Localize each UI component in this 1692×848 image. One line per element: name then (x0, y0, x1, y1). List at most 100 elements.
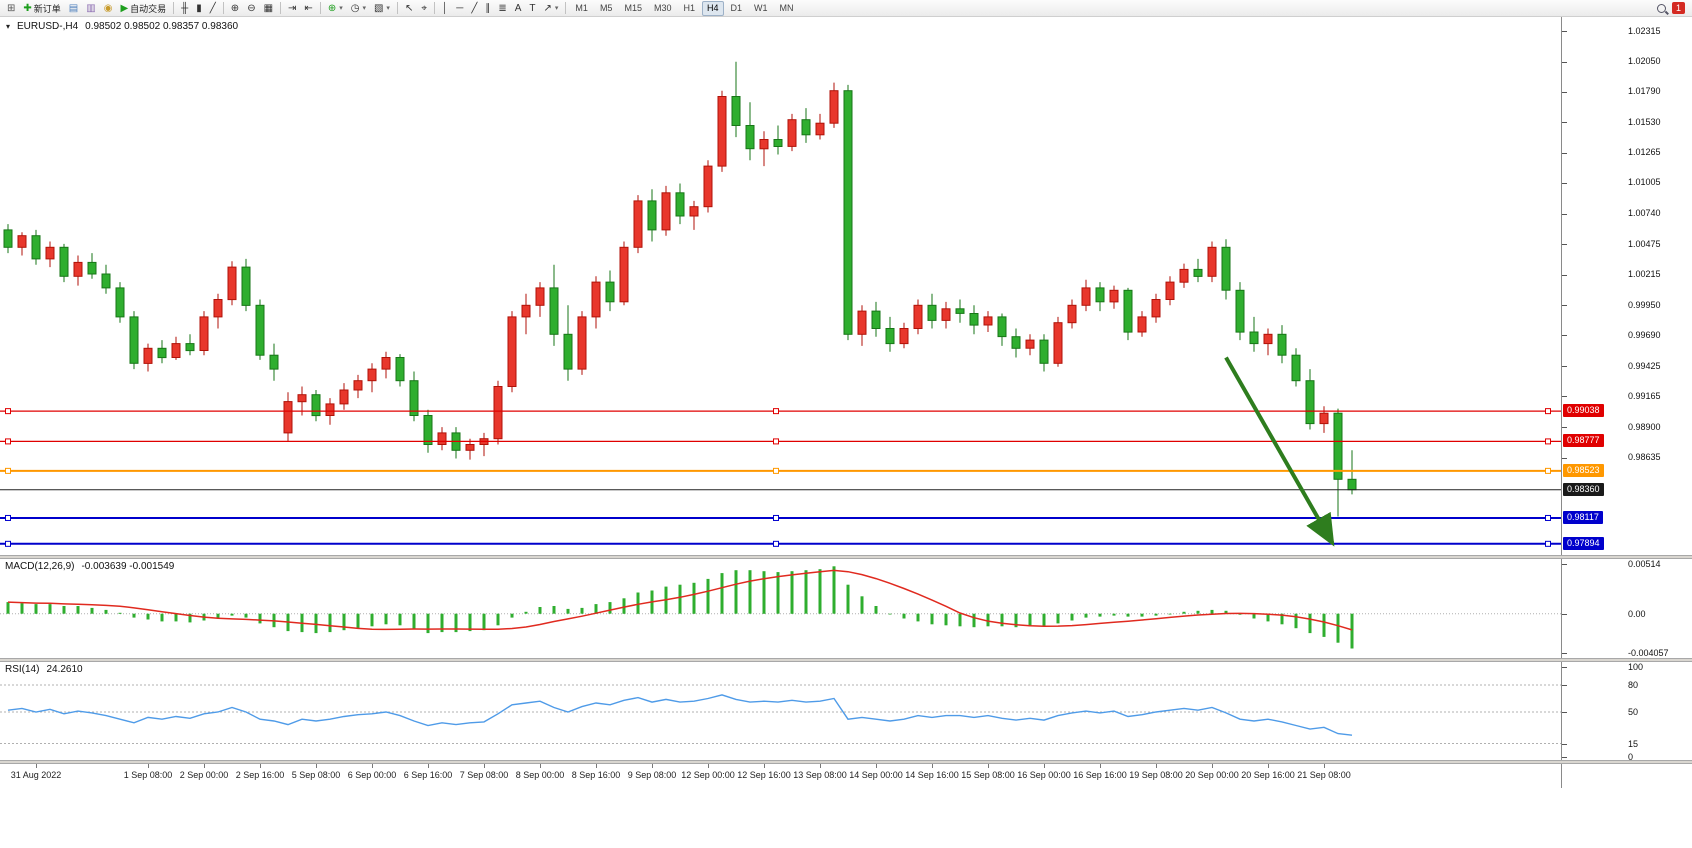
line-price-badge: 0.99038 (1563, 404, 1604, 417)
line-handle[interactable] (5, 408, 11, 415)
charts-icon: ▤ (68, 2, 79, 14)
macd-axis-label: 0.00 (1628, 609, 1646, 619)
bar-chart-button[interactable]: ╫ (178, 1, 191, 15)
label-button[interactable]: T (526, 1, 538, 15)
time-axis-tick (708, 764, 709, 768)
line-chart-button[interactable]: ╱ (207, 1, 219, 15)
vertical-line-button[interactable]: │ (439, 1, 451, 15)
auto-scroll-button[interactable]: ⇥ (285, 1, 299, 15)
price-axis-label: 1.00215 (1628, 269, 1661, 279)
price-axis-tick (1562, 153, 1567, 154)
timeframe-button-M15[interactable]: M15 (624, 3, 642, 13)
line-handle[interactable] (773, 540, 779, 547)
text-button[interactable]: A (512, 1, 525, 15)
horizontal-line-0.98117[interactable] (0, 514, 1561, 521)
line-handle[interactable] (5, 514, 11, 521)
horizontal-line-button[interactable]: ─ (453, 1, 466, 15)
toolbar: ⊞ ✚ 新订单 ▤ ▥ ◉ ▶ 自动交易 ╫ ▮ ╱ ⊕ ⊖ ▦ ⇥ ⇤ ⊕ ▾ ◷ ▾ ▧ ▾ ↖ ⌖ │ ─ ╱ ∥ ≣ A T ↗ ▾ M1… (0, 0, 1692, 17)
price-axis[interactable]: 1.02315 1.02050 1.01790 1.01530 1.01265 1.010… (1561, 17, 1692, 788)
trend-arrow[interactable] (1224, 356, 1335, 547)
tile-windows-button[interactable]: ▦ (261, 1, 276, 15)
charts-button[interactable]: ▤ (66, 1, 81, 15)
time-axis-label: 21 Sep 08:00 (1297, 770, 1351, 780)
notification-badge[interactable]: 1 (1671, 2, 1685, 14)
line-handle[interactable] (1545, 408, 1551, 415)
indicators-button[interactable]: ⊕ ▾ (325, 1, 346, 15)
chevron-down-icon: ▾ (386, 5, 390, 12)
line-handle[interactable] (5, 540, 11, 547)
candlestick-chart-button[interactable]: ▮ (193, 1, 205, 15)
one-click-trading-toggle[interactable]: ▾ (6, 22, 11, 31)
line-handle[interactable] (5, 438, 11, 445)
time-axis-tick (820, 764, 821, 768)
timeframe-button-H4[interactable]: H4 (702, 0, 724, 16)
timeframe-button-M1[interactable]: M1 (575, 3, 588, 13)
channel-button[interactable]: ∥ (482, 1, 493, 15)
macd-name: MACD(12,26,9) (5, 561, 75, 572)
line-handle[interactable] (773, 514, 779, 521)
timeframe-button-M5[interactable]: M5 (599, 3, 613, 13)
panel-splitter[interactable] (0, 760, 1692, 764)
zoom-in-button[interactable]: ⊕ (228, 1, 242, 15)
rsi-panel-canvas[interactable] (0, 662, 1561, 760)
timeframe-button-H1[interactable]: H1 (683, 3, 695, 13)
line-handle[interactable] (773, 438, 779, 445)
panel-splitter[interactable] (0, 555, 1692, 559)
macd-panel-canvas[interactable] (0, 559, 1561, 658)
toolbar-separator (222, 2, 224, 14)
timeframe-button-W1[interactable]: W1 (754, 3, 768, 13)
macd-signal-line (7, 569, 1353, 631)
chart-shift-icon: ⇤ (304, 2, 313, 14)
line-handle[interactable] (1545, 438, 1551, 445)
line-handle[interactable] (773, 467, 779, 474)
time-axis-tick (148, 764, 149, 768)
cursor-button[interactable]: ↖ (402, 1, 416, 15)
price-axis-label: 0.99425 (1628, 361, 1661, 371)
autotrading-icon: ▶ (120, 2, 129, 14)
timeframe-button-D1[interactable]: D1 (730, 3, 743, 13)
auto-scroll-icon: ⇥ (288, 2, 297, 14)
horizontal-line-0.99038[interactable] (0, 408, 1561, 415)
time-axis[interactable]: 31 Aug 2022 1 Sep 08:00 2 Sep 00:00 2 Sep 1… (0, 764, 1561, 790)
line-handle[interactable] (1545, 467, 1551, 474)
trendline-button[interactable]: ╱ (468, 1, 480, 15)
rsi-name: RSI(14) (5, 664, 40, 675)
profiles-button[interactable]: ▥ (83, 1, 98, 15)
price-axis-label: 1.02050 (1628, 56, 1661, 66)
chart-shift-button[interactable]: ⇤ (301, 1, 315, 15)
price-chart-canvas[interactable] (0, 17, 1561, 555)
price-axis-tick (1562, 275, 1567, 276)
templates-button[interactable]: ▧ ▾ (371, 1, 393, 15)
arrows-button[interactable]: ↗ ▾ (541, 1, 562, 15)
time-axis-tick (876, 764, 877, 768)
time-axis-label: 16 Sep 00:00 (1017, 770, 1071, 780)
crosshair-button[interactable]: ⌖ (418, 1, 430, 15)
rsi-axis-label: 15 (1628, 739, 1639, 749)
horizontal-line-0.98777[interactable] (0, 438, 1561, 445)
new-chart-icon: ⊞ (7, 2, 16, 14)
line-handle[interactable] (1545, 540, 1551, 547)
toolbar-separator (565, 2, 567, 14)
new-order-button[interactable]: ✚ 新订单 (20, 1, 63, 15)
zoom-out-button[interactable]: ⊖ (244, 1, 258, 15)
horizontal-line-0.98523[interactable] (0, 467, 1561, 474)
zoom-out-icon: ⊖ (247, 2, 256, 14)
time-axis-label: 9 Sep 08:00 (627, 770, 677, 780)
new-order-icon: ✚ (23, 2, 32, 14)
search-icon[interactable] (1656, 3, 1666, 13)
rsi-value: 24.2610 (46, 664, 83, 675)
autotrading-button[interactable]: ▶ 自动交易 (117, 1, 169, 15)
line-handle[interactable] (5, 467, 11, 474)
horizontal-line-0.97894[interactable] (0, 540, 1561, 547)
time-axis-tick (1100, 764, 1101, 768)
new-chart-button[interactable]: ⊞ (4, 1, 18, 15)
fibonacci-button[interactable]: ≣ (495, 1, 509, 15)
line-handle[interactable] (773, 408, 779, 415)
timeframe-button-MN[interactable]: MN (779, 3, 794, 13)
templates-icon: ▧ (373, 2, 384, 14)
timeframe-button-M30[interactable]: M30 (653, 3, 672, 13)
line-handle[interactable] (1545, 514, 1551, 521)
panel-splitter[interactable] (0, 658, 1692, 662)
periods-button[interactable]: ◷ ▾ (348, 1, 369, 15)
sounds-button[interactable]: ◉ (101, 1, 116, 15)
